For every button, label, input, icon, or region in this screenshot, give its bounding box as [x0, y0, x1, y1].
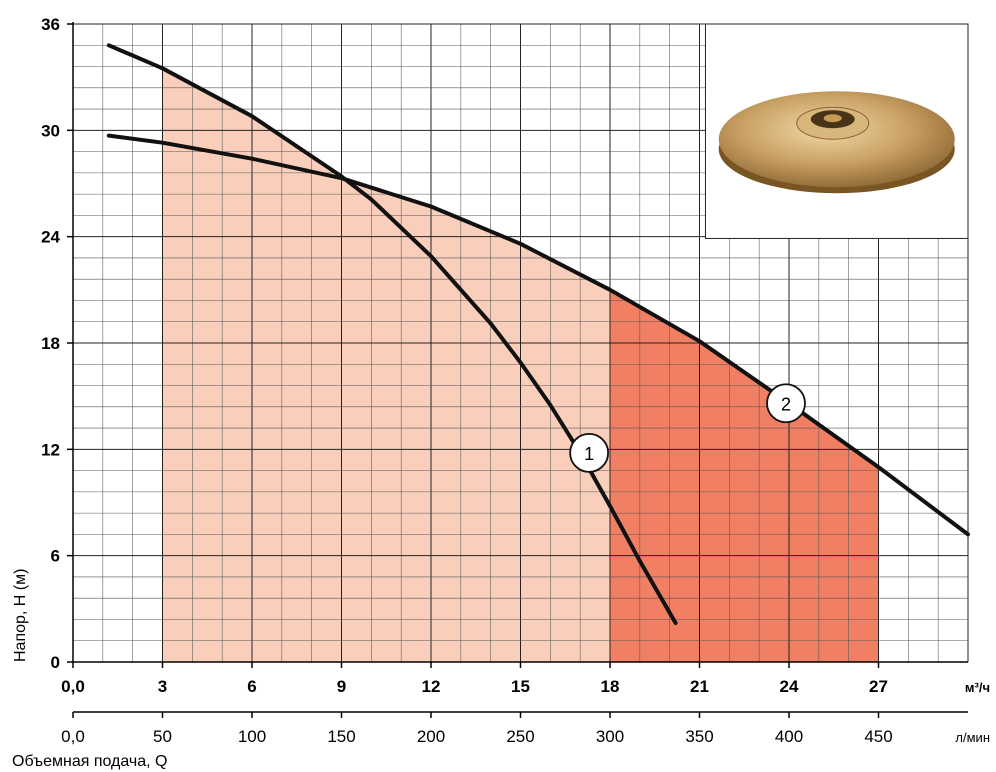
x-tick-label: 18: [601, 677, 620, 696]
x-tick-label: 0,0: [61, 677, 85, 696]
y-tick-label: 24: [41, 228, 60, 247]
x-tick-label: 6: [247, 677, 256, 696]
x2-tick-label: 200: [417, 727, 445, 746]
x2-tick-label: 300: [596, 727, 624, 746]
x2-tick-label: 400: [775, 727, 803, 746]
curve-1: [106, 43, 678, 625]
x-tick-label: 15: [511, 677, 530, 696]
x2-tick-label: 0,0: [61, 727, 85, 746]
curve-label-1: 1: [584, 444, 594, 464]
x2-tick-label: 450: [864, 727, 892, 746]
x2-tick-label: 50: [153, 727, 172, 746]
y-tick-label: 0: [51, 653, 60, 672]
y-tick-label: 6: [51, 547, 60, 566]
curve-label-2-circle: [766, 383, 806, 424]
axes: [67, 22, 968, 718]
x2-tick-label: 350: [685, 727, 713, 746]
curve-label-2: 2: [781, 394, 791, 414]
x2-tick-label: 150: [327, 727, 355, 746]
curves: [106, 43, 970, 625]
y-tick-label: 12: [41, 440, 60, 459]
y-tick-label: 30: [41, 121, 60, 140]
x2-tick-label: 250: [506, 727, 534, 746]
curve-label-1-circle: [569, 432, 610, 473]
curve-2: [106, 133, 970, 537]
y-axis-title: Напор, Н (м): [12, 569, 29, 662]
y-tick-label: 36: [41, 15, 60, 34]
x2-tick-label: 100: [238, 727, 266, 746]
x-unit-label: м³/ч: [965, 680, 990, 695]
x2-unit-label: л/мин: [955, 730, 990, 745]
x-tick-label: 21: [690, 677, 709, 696]
impeller-photo: [704, 23, 969, 239]
x-tick-label: 27: [869, 677, 888, 696]
x-axis-title: Объемная подача, Q: [12, 753, 167, 770]
impeller-shaft: [823, 114, 842, 123]
x-tick-label: 9: [337, 677, 346, 696]
y-tick-label: 18: [41, 334, 60, 353]
x-tick-label: 24: [780, 677, 799, 696]
x-tick-label: 3: [158, 677, 167, 696]
x-tick-label: 12: [422, 677, 441, 696]
